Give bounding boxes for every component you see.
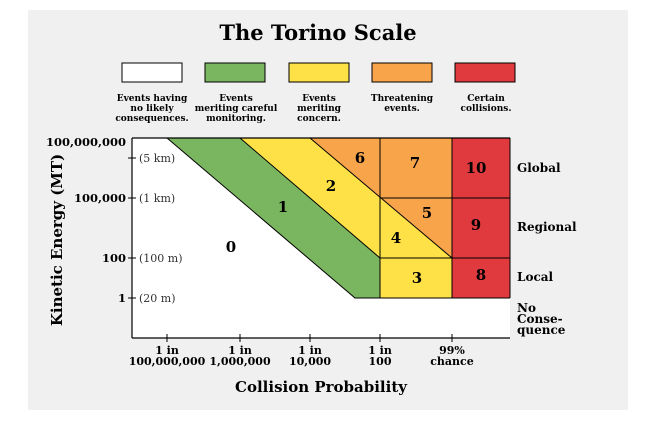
x-tick-label-line-1: 1 in xyxy=(155,344,179,357)
boundary-level-1-2 xyxy=(239,137,381,259)
region-label-no-consequence-line-3: quence xyxy=(517,323,566,337)
level-8-label: 8 xyxy=(476,266,486,284)
legend-swatch-certain-collision xyxy=(454,62,516,83)
legend-label-careful-monitoring-line-3: monitoring. xyxy=(206,114,266,124)
region-label-no-consequence-line-1: No xyxy=(517,301,536,315)
boundary-level-0-1 xyxy=(166,137,380,299)
level-7-label: 7 xyxy=(410,154,420,172)
legend-label-no-consequence-line-3: consequences. xyxy=(115,114,188,124)
legend-swatch-careful-monitoring xyxy=(204,62,266,83)
y-size-label-5km: (5 km) xyxy=(139,152,175,165)
x-tick-label-line-2: 1,000,000 xyxy=(209,355,271,368)
y-size-label-100m: (100 m) xyxy=(139,252,183,265)
region-label-local: Local xyxy=(517,270,554,284)
y-tick-label-100000: 100,000 xyxy=(74,191,126,205)
zone-level-1-green xyxy=(167,138,380,298)
legend-label-threatening-line-2: events. xyxy=(384,104,420,114)
y-axis-title: Kinetic Energy (MT) xyxy=(48,154,66,326)
x-axis-title: Collision Probability xyxy=(235,378,408,396)
x-tick-label-line-2: 100 xyxy=(369,355,392,368)
x-tick-label-line-2: chance xyxy=(430,355,474,368)
level-1-label: 1 xyxy=(278,198,288,216)
legend-label-concern-line-1: Events xyxy=(302,94,336,104)
legend-label-threatening-line-1: Threatening xyxy=(371,94,434,104)
zone-level-3-4-yellow xyxy=(380,198,452,298)
diagram-title: The Torino Scale xyxy=(219,20,416,45)
x-tick-label-line-2: 100,000,000 xyxy=(129,355,206,368)
legend-label-no-consequence-line-2: no likely xyxy=(130,104,174,114)
x-tick-label-line-1: 1 in xyxy=(298,344,322,357)
x-tick-label-line-1: 1 in xyxy=(228,344,252,357)
level-10-label: 10 xyxy=(466,159,487,177)
legend: Events having no likely consequences. Ev… xyxy=(115,62,516,124)
level-5-label: 5 xyxy=(422,204,432,222)
legend-label-certain-collision-line-1: Certain xyxy=(467,94,505,104)
level-0-label: 0 xyxy=(226,238,236,256)
y-size-label-1km: (1 km) xyxy=(139,192,175,205)
legend-label-careful-monitoring-line-2: meriting careful xyxy=(195,104,278,114)
legend-label-concern-line-2: meriting xyxy=(297,104,342,114)
legend-label-no-consequence-line-1: Events having xyxy=(117,94,188,104)
legend-swatch-no-consequence xyxy=(121,62,183,83)
x-tick-label-line-1: 1 in xyxy=(368,344,392,357)
legend-label-concern-line-3: concern. xyxy=(297,114,341,124)
legend-swatch-threatening xyxy=(371,62,433,83)
region-labels: Global Regional Local No Conse- quence xyxy=(517,161,577,337)
region-label-global: Global xyxy=(517,161,561,175)
y-tick-label-1: 1 xyxy=(118,291,126,305)
legend-swatch-concern xyxy=(288,62,350,83)
y-size-label-20m: (20 m) xyxy=(139,292,176,305)
level-3-label: 3 xyxy=(412,269,422,287)
level-6-label: 6 xyxy=(355,149,365,167)
level-9-label: 9 xyxy=(471,216,481,234)
region-label-no-consequence-line-2: Conse- xyxy=(517,312,563,326)
level-labels: 0 1 2 3 4 5 6 7 8 9 10 xyxy=(226,149,487,287)
region-label-regional: Regional xyxy=(517,220,577,234)
zone-boundaries xyxy=(166,137,511,299)
plot-area xyxy=(128,137,511,342)
y-tick-label-100000000: 100,000,000 xyxy=(46,135,126,149)
legend-label-careful-monitoring-line-1: Events xyxy=(219,94,253,104)
x-tick-label-line-2: 10,000 xyxy=(289,355,331,368)
x-tick-label-line-1: 99% xyxy=(439,344,465,357)
x-axis-labels: 1 in 100,000,000 1 in 1,000,000 1 in 10,… xyxy=(129,344,474,396)
level-2-label: 2 xyxy=(326,177,336,195)
level-4-label: 4 xyxy=(391,229,401,247)
y-tick-label-100: 100 xyxy=(102,251,126,265)
legend-label-certain-collision-line-2: collisions. xyxy=(461,104,512,114)
y-axis-labels: 100,000,000 100,000 100 1 (5 km) (1 km) … xyxy=(46,135,183,326)
